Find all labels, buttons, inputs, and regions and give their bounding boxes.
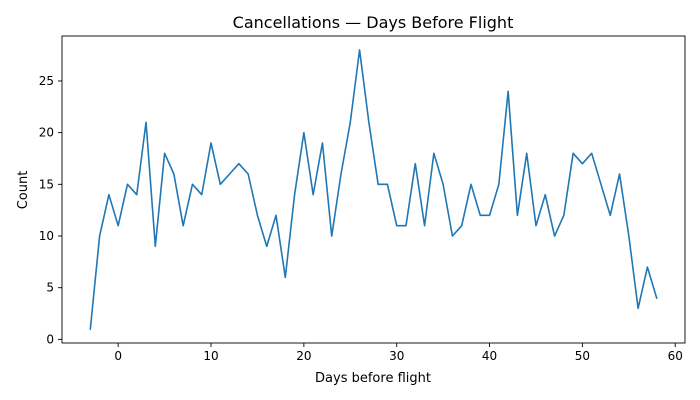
y-tick-label: 20 <box>39 126 54 140</box>
x-tick-label: 50 <box>575 349 590 363</box>
y-tick-label: 10 <box>39 229 54 243</box>
plot-area: 0 10 20 30 40 50 60 0 5 10 15 20 25 <box>39 35 686 363</box>
chart-title: Cancellations — Days Before Flight <box>233 13 514 32</box>
x-tick-label: 60 <box>668 349 683 363</box>
x-tick-label: 20 <box>296 349 311 363</box>
y-tick-label: 0 <box>46 332 54 346</box>
x-tick-label: 10 <box>203 349 218 363</box>
y-tick-label: 15 <box>39 177 54 191</box>
y-tick-label: 25 <box>39 74 54 88</box>
y-axis-label: Count <box>16 171 31 210</box>
x-tick-label: 30 <box>389 349 404 363</box>
x-tick-label: 0 <box>114 349 122 363</box>
series-line-0 <box>89 49 658 330</box>
plot-frame <box>61 35 686 344</box>
y-tick-label: 5 <box>46 281 54 295</box>
x-tick-label: 40 <box>482 349 497 363</box>
x-axis-label: Days before flight <box>315 371 431 386</box>
